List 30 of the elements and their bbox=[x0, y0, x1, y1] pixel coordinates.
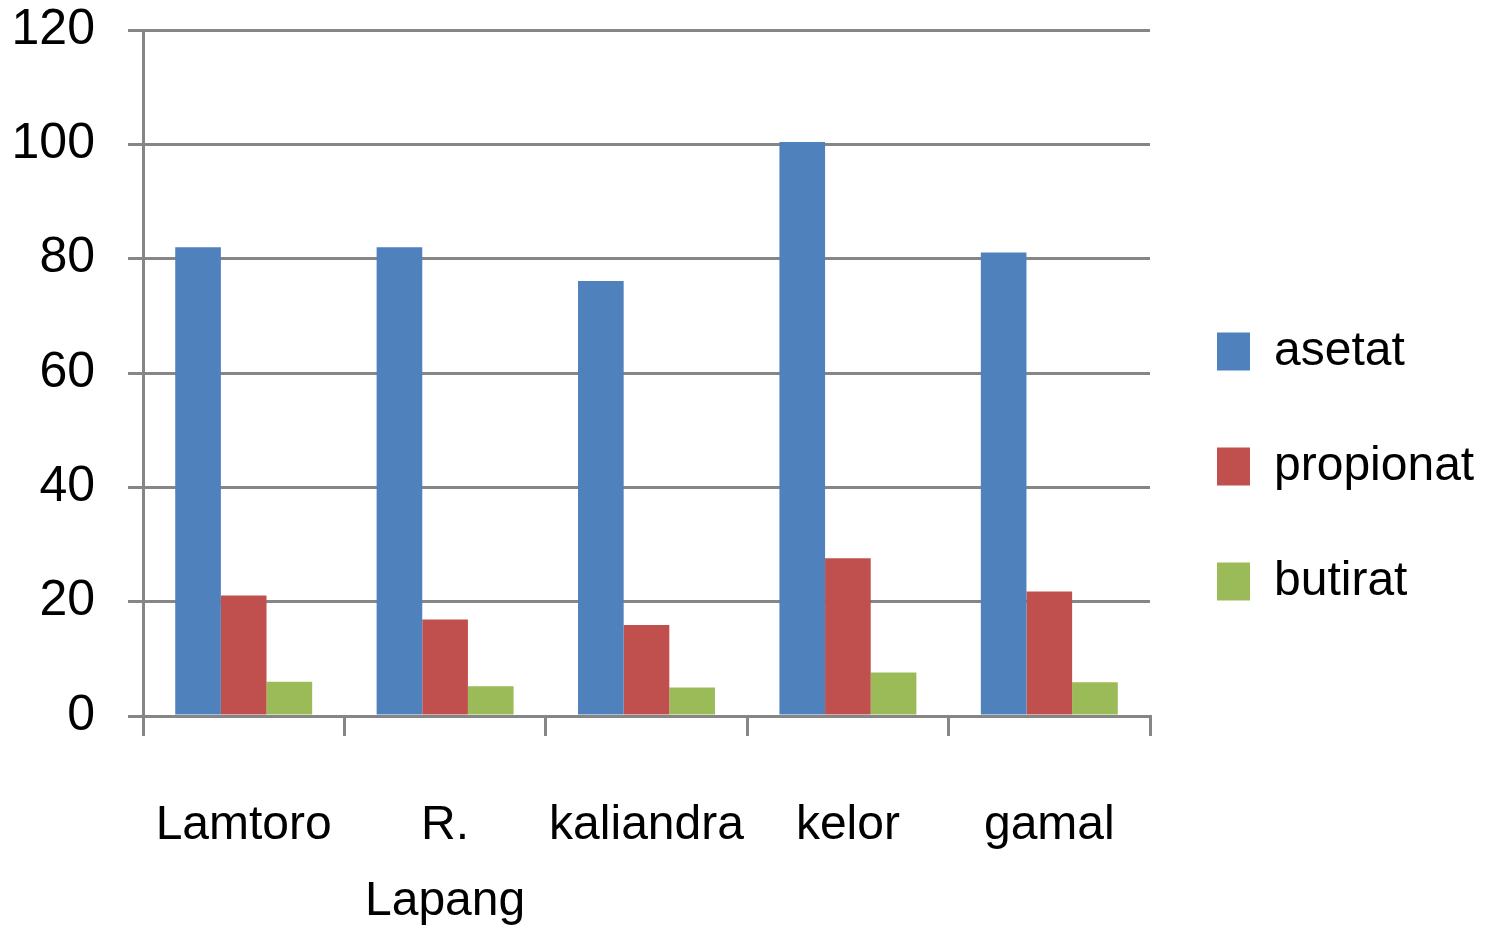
bar bbox=[266, 681, 313, 715]
bar bbox=[467, 686, 514, 715]
x-tick-label: R. Lapang bbox=[365, 795, 526, 926]
y-tick-label: 100 bbox=[11, 113, 95, 170]
bar bbox=[870, 672, 917, 715]
x-tick-label: gamal bbox=[983, 795, 1115, 849]
bar bbox=[980, 252, 1027, 715]
bar bbox=[779, 142, 826, 715]
legend-label: asetat bbox=[1274, 321, 1405, 375]
y-tick-label: 80 bbox=[39, 227, 95, 284]
bar bbox=[220, 595, 267, 715]
x-tick-label: Lamtoro bbox=[155, 795, 332, 849]
y-tick-label: 60 bbox=[39, 341, 95, 398]
bar bbox=[422, 619, 468, 715]
x-tick-label: kelor bbox=[795, 795, 900, 849]
bar bbox=[175, 247, 221, 715]
bar bbox=[623, 625, 670, 715]
bar bbox=[669, 687, 715, 715]
bar bbox=[376, 247, 423, 715]
legend-label: butirat bbox=[1274, 551, 1408, 605]
y-tick-label: 40 bbox=[39, 456, 95, 513]
bar bbox=[1072, 682, 1118, 715]
bar bbox=[825, 558, 871, 715]
legend-label: propionat bbox=[1274, 436, 1475, 490]
y-tick-label: 20 bbox=[39, 570, 95, 627]
y-tick-label: 120 bbox=[11, 0, 95, 55]
x-tick-label: kaliandra bbox=[549, 795, 745, 849]
bar bbox=[1026, 591, 1073, 715]
bar bbox=[578, 280, 624, 715]
y-tick-label: 0 bbox=[67, 684, 95, 741]
